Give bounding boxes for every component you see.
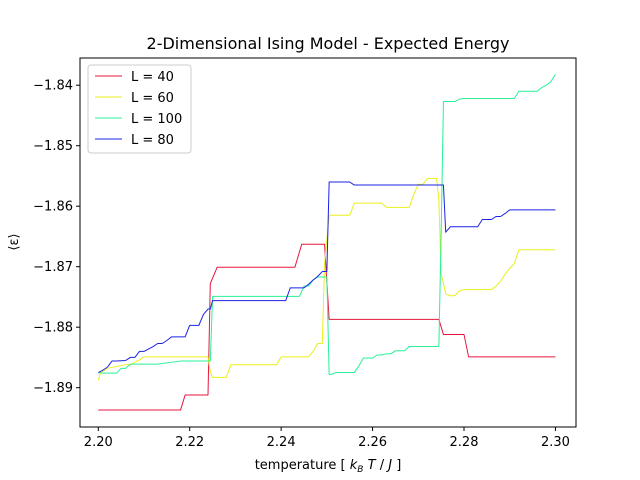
legend-label: L = 40: [131, 70, 174, 85]
legend-label: L = 60: [131, 91, 174, 106]
y-tick-label: −1.86: [33, 200, 73, 215]
x-tick-label: 2.28: [450, 435, 479, 450]
plot-frame: [79, 57, 577, 428]
legend-label: L = 80: [131, 133, 174, 148]
chart-title: 2-Dimensional Ising Model - Expected Ene…: [147, 34, 510, 53]
series-line-3: [98, 74, 556, 375]
y-axis-label: ⟨ε⟩: [7, 233, 22, 250]
series-line-1: [98, 243, 556, 411]
legend-box: [87, 64, 192, 154]
y-tick-label: −1.88: [33, 321, 73, 336]
x-axis-label: temperature [ kB T / J ]: [255, 458, 402, 475]
y-tick-label: −1.89: [33, 381, 73, 396]
series-layer: [97, 74, 556, 411]
x-tick-label: 2.30: [541, 435, 570, 450]
x-axis: 2.20 2.22 2.24 2.26 2.28 2.30: [84, 427, 570, 450]
x-tick-label: 2.26: [358, 435, 387, 450]
series-line-2: [97, 177, 556, 381]
x-tick-label: 2.20: [84, 435, 113, 450]
y-tick-label: −1.87: [33, 260, 73, 275]
x-tick-label: 2.22: [175, 435, 204, 450]
y-tick-label: −1.85: [33, 139, 73, 154]
y-axis: −1.84 −1.85 −1.86 −1.87 −1.88 −1.89: [33, 79, 80, 396]
legend: L = 40 L = 60 L = 100 L = 80: [87, 64, 192, 154]
series-line-4: [98, 181, 556, 374]
legend-label: L = 100: [131, 112, 182, 127]
y-tick-label: −1.84: [33, 79, 73, 94]
x-tick-label: 2.24: [267, 435, 296, 450]
